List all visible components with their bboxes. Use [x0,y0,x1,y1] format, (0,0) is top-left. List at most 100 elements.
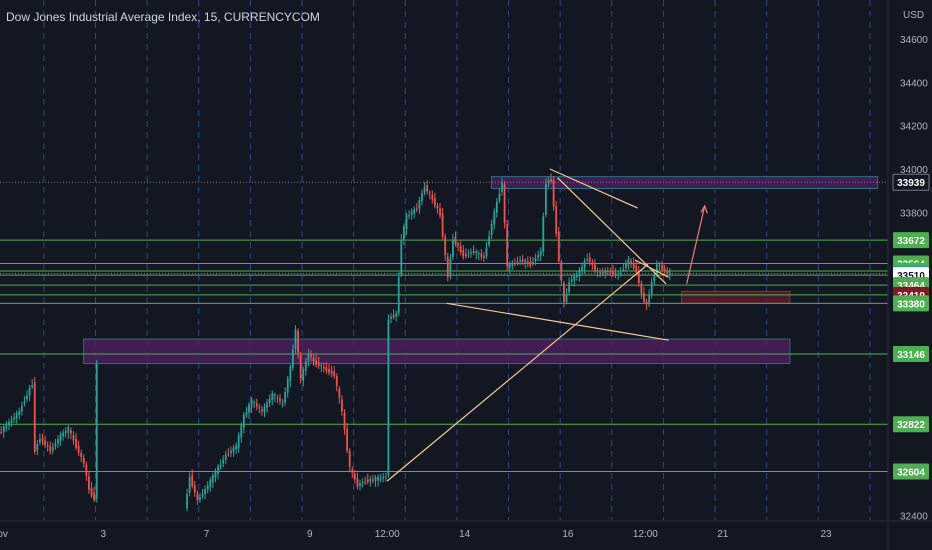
candle-body [359,483,361,486]
candle-body [485,247,488,257]
candle-body [281,401,284,403]
candle-body [436,205,439,209]
candle-body [506,224,509,267]
candle-body [325,367,328,371]
y-tick-label: 34000 [900,165,928,176]
candle-body [279,398,281,402]
candle-body [90,487,93,496]
candle-body [201,494,204,496]
candle-body [209,479,212,487]
candle-body [521,259,524,262]
candle-body [653,273,656,282]
y-tick-label: 33800 [900,208,928,219]
candle-body [2,426,5,433]
candle-body [433,198,436,206]
candle-body [330,370,333,375]
price-label: 33510 [897,271,925,282]
candle-body [291,349,294,368]
candle-body [547,180,550,183]
candle-body [338,388,341,398]
candle-body [446,256,449,278]
candle-body [457,244,460,246]
candle-body [511,263,514,266]
candle-body [0,431,3,433]
candle-body [59,434,62,441]
candle-body [575,275,578,277]
x-tick-label: ov [0,529,8,540]
price-label-box [893,416,929,433]
candle-body [643,292,645,302]
candle-body [557,232,560,262]
candle-body [392,315,395,318]
candle-body [622,269,625,271]
price-label: 32822 [897,420,925,431]
candle-body [188,477,191,493]
candle-body [219,464,222,467]
candle-body [346,428,349,451]
price-label: 33380 [897,299,925,310]
candle-body [15,413,18,419]
candle-body [563,283,565,302]
candle-body [493,211,496,225]
candle-body [315,360,318,365]
candle-body [444,236,447,256]
candle-body [426,185,429,192]
x-tick-label: 16 [562,529,574,540]
candle-body [41,437,44,441]
candle-body [199,497,201,500]
candle-body [64,431,67,434]
candle-body [526,261,529,265]
candle-body [423,187,426,193]
candle-body [668,270,671,275]
candle-body [617,274,620,276]
candle-body [93,492,96,500]
candle-body [80,452,83,458]
candle-body [356,478,359,487]
candle-body [18,411,21,415]
currency-label: USD [903,10,924,21]
candle-body [459,246,462,253]
candle-body [516,261,519,263]
candle-body [297,330,299,353]
candle-body [8,422,10,426]
candle-body [374,477,377,481]
candle-body [222,459,225,464]
candle-body [640,283,643,294]
candle-body [95,363,98,499]
candle-body [470,252,472,254]
candle-body [289,366,292,382]
candle-body [335,376,338,386]
candle-body [519,260,521,262]
candle-body [276,397,279,399]
candle-body [428,192,431,194]
candle-body [351,469,354,473]
candle-body [606,270,609,272]
candle-body [49,446,52,452]
candle-body [204,488,207,495]
candle-body [529,261,532,266]
candle-body [464,254,467,257]
candle-body [235,445,238,450]
y-tick-label: 34400 [900,78,928,89]
price-label: 33146 [897,350,925,361]
candle-body [532,262,534,264]
candle-body [475,251,478,254]
candle-body [418,199,421,209]
candle-body [488,236,490,245]
candle-body [255,403,258,407]
projection-arrow-head [700,204,708,214]
y-tick-label: 34600 [900,35,928,46]
candle-body [310,353,312,358]
candle-body [72,435,75,441]
candle-body [44,440,46,445]
candle-body [539,250,542,256]
candle-body [555,205,558,234]
candle-body [645,301,648,305]
candle-body [273,394,276,396]
candle-body [248,404,250,413]
price-label-box [892,173,930,191]
candle-body [570,279,573,282]
candle-body [627,259,630,265]
candle-body [69,430,72,434]
